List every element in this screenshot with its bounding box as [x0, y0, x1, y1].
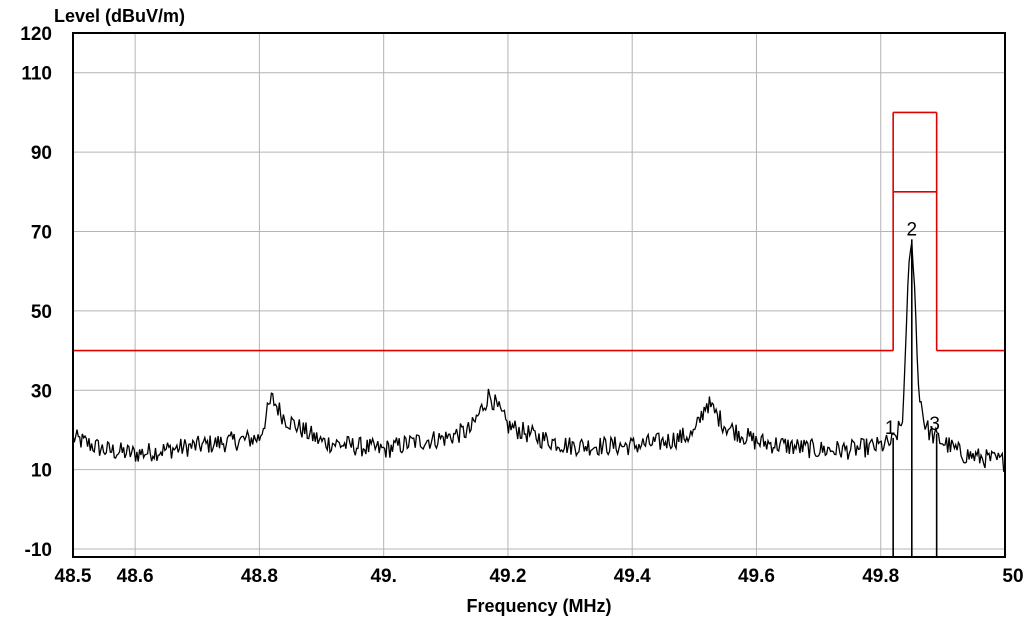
y-tick-label: 50: [31, 302, 52, 323]
x-tick-label: 48.6: [117, 566, 154, 587]
y-axis-title: Level (dBuV/m): [54, 6, 185, 26]
marker-label-3: 3: [929, 414, 940, 435]
y-tick-labels: 120 110 90 70 50 30 10 -10: [20, 24, 52, 561]
level-trace: [72, 242, 1006, 473]
y-tick-label: 120: [20, 24, 52, 45]
x-tick-label: 50: [1002, 566, 1023, 587]
limit-line: [73, 111, 1005, 352]
x-tick-label: 49.8: [862, 566, 899, 587]
y-tick-label: 70: [31, 222, 52, 243]
x-tick-label: 49.: [370, 566, 396, 587]
y-tick-label: 110: [21, 64, 52, 85]
x-axis-title: Frequency (MHz): [466, 596, 611, 616]
y-tick-label: 10: [31, 461, 52, 482]
y-tick-label: 30: [31, 381, 52, 402]
y-tick-label: 90: [31, 143, 52, 164]
y-tick-label: -10: [25, 540, 52, 561]
marker-label-2: 2: [907, 219, 918, 240]
x-tick-label: 48.5: [55, 566, 92, 587]
marker-lines: [892, 239, 938, 557]
x-tick-label: 49.4: [614, 566, 651, 587]
plot-frame: [72, 32, 1006, 558]
x-tick-label: 49.2: [489, 566, 526, 587]
marker-label-1: 1: [885, 418, 896, 439]
grid: [73, 33, 1005, 557]
marker-labels: 1 2 3: [885, 219, 940, 438]
x-tick-label: 49.6: [738, 566, 775, 587]
x-tick-label: 48.8: [241, 566, 278, 587]
x-tick-labels: 48.5 48.6 48.8 49. 49.2 49.4 49.6 49.8 50: [55, 566, 1024, 587]
